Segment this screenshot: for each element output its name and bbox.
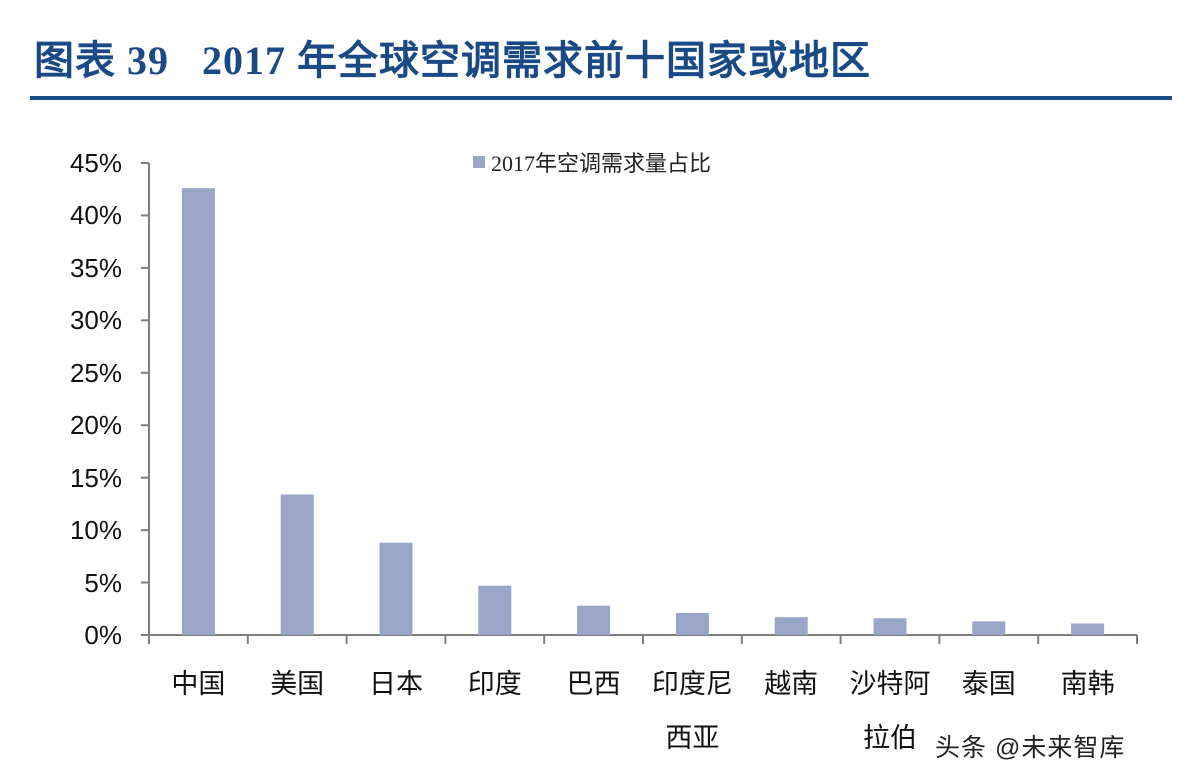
y-tick-label: 0% (84, 620, 122, 650)
x-category-label: 南韩 (1060, 669, 1115, 699)
y-tick-label: 40% (69, 200, 122, 231)
x-category-label: 巴西 (566, 669, 621, 699)
y-tick-label: 5% (84, 567, 122, 598)
legend-swatch-icon (473, 156, 485, 168)
title-divider (30, 96, 1172, 100)
legend-label: 2017年空调需求量占比 (491, 151, 712, 176)
x-category-label: 美国 (270, 669, 325, 699)
bar (280, 494, 314, 635)
x-category-label: 印度 (467, 669, 522, 699)
x-category-label: 沙特阿 拉伯 (849, 669, 931, 753)
y-tick-label: 20% (69, 410, 122, 441)
bar (577, 605, 611, 635)
y-tick-label: 45% (69, 148, 122, 178)
x-category-label: 印度尼 西亚 (651, 669, 733, 753)
y-tick-label: 25% (69, 357, 122, 388)
chart-title: 图表 39 2017 年全球空调需求前十国家或地区 (34, 38, 871, 83)
bar (873, 618, 907, 635)
y-tick-label: 10% (69, 515, 122, 546)
bar (972, 621, 1006, 635)
watermark: 头条 @未来智库 (935, 734, 1126, 762)
x-category-label: 泰国 (961, 669, 1016, 699)
y-tick-label: 30% (69, 305, 122, 336)
bar (1071, 623, 1105, 635)
x-category-label: 越南 (764, 669, 819, 699)
x-category-label: 中国 (171, 669, 226, 699)
bar (774, 617, 808, 635)
bar (379, 542, 413, 635)
x-category-label: 日本 (369, 669, 423, 699)
y-tick-label: 15% (69, 462, 122, 493)
bar (675, 612, 709, 635)
bar (478, 585, 512, 635)
y-tick-label: 35% (69, 252, 122, 283)
bar (181, 188, 215, 635)
chart-legend: 2017年空调需求量占比 (473, 146, 711, 178)
